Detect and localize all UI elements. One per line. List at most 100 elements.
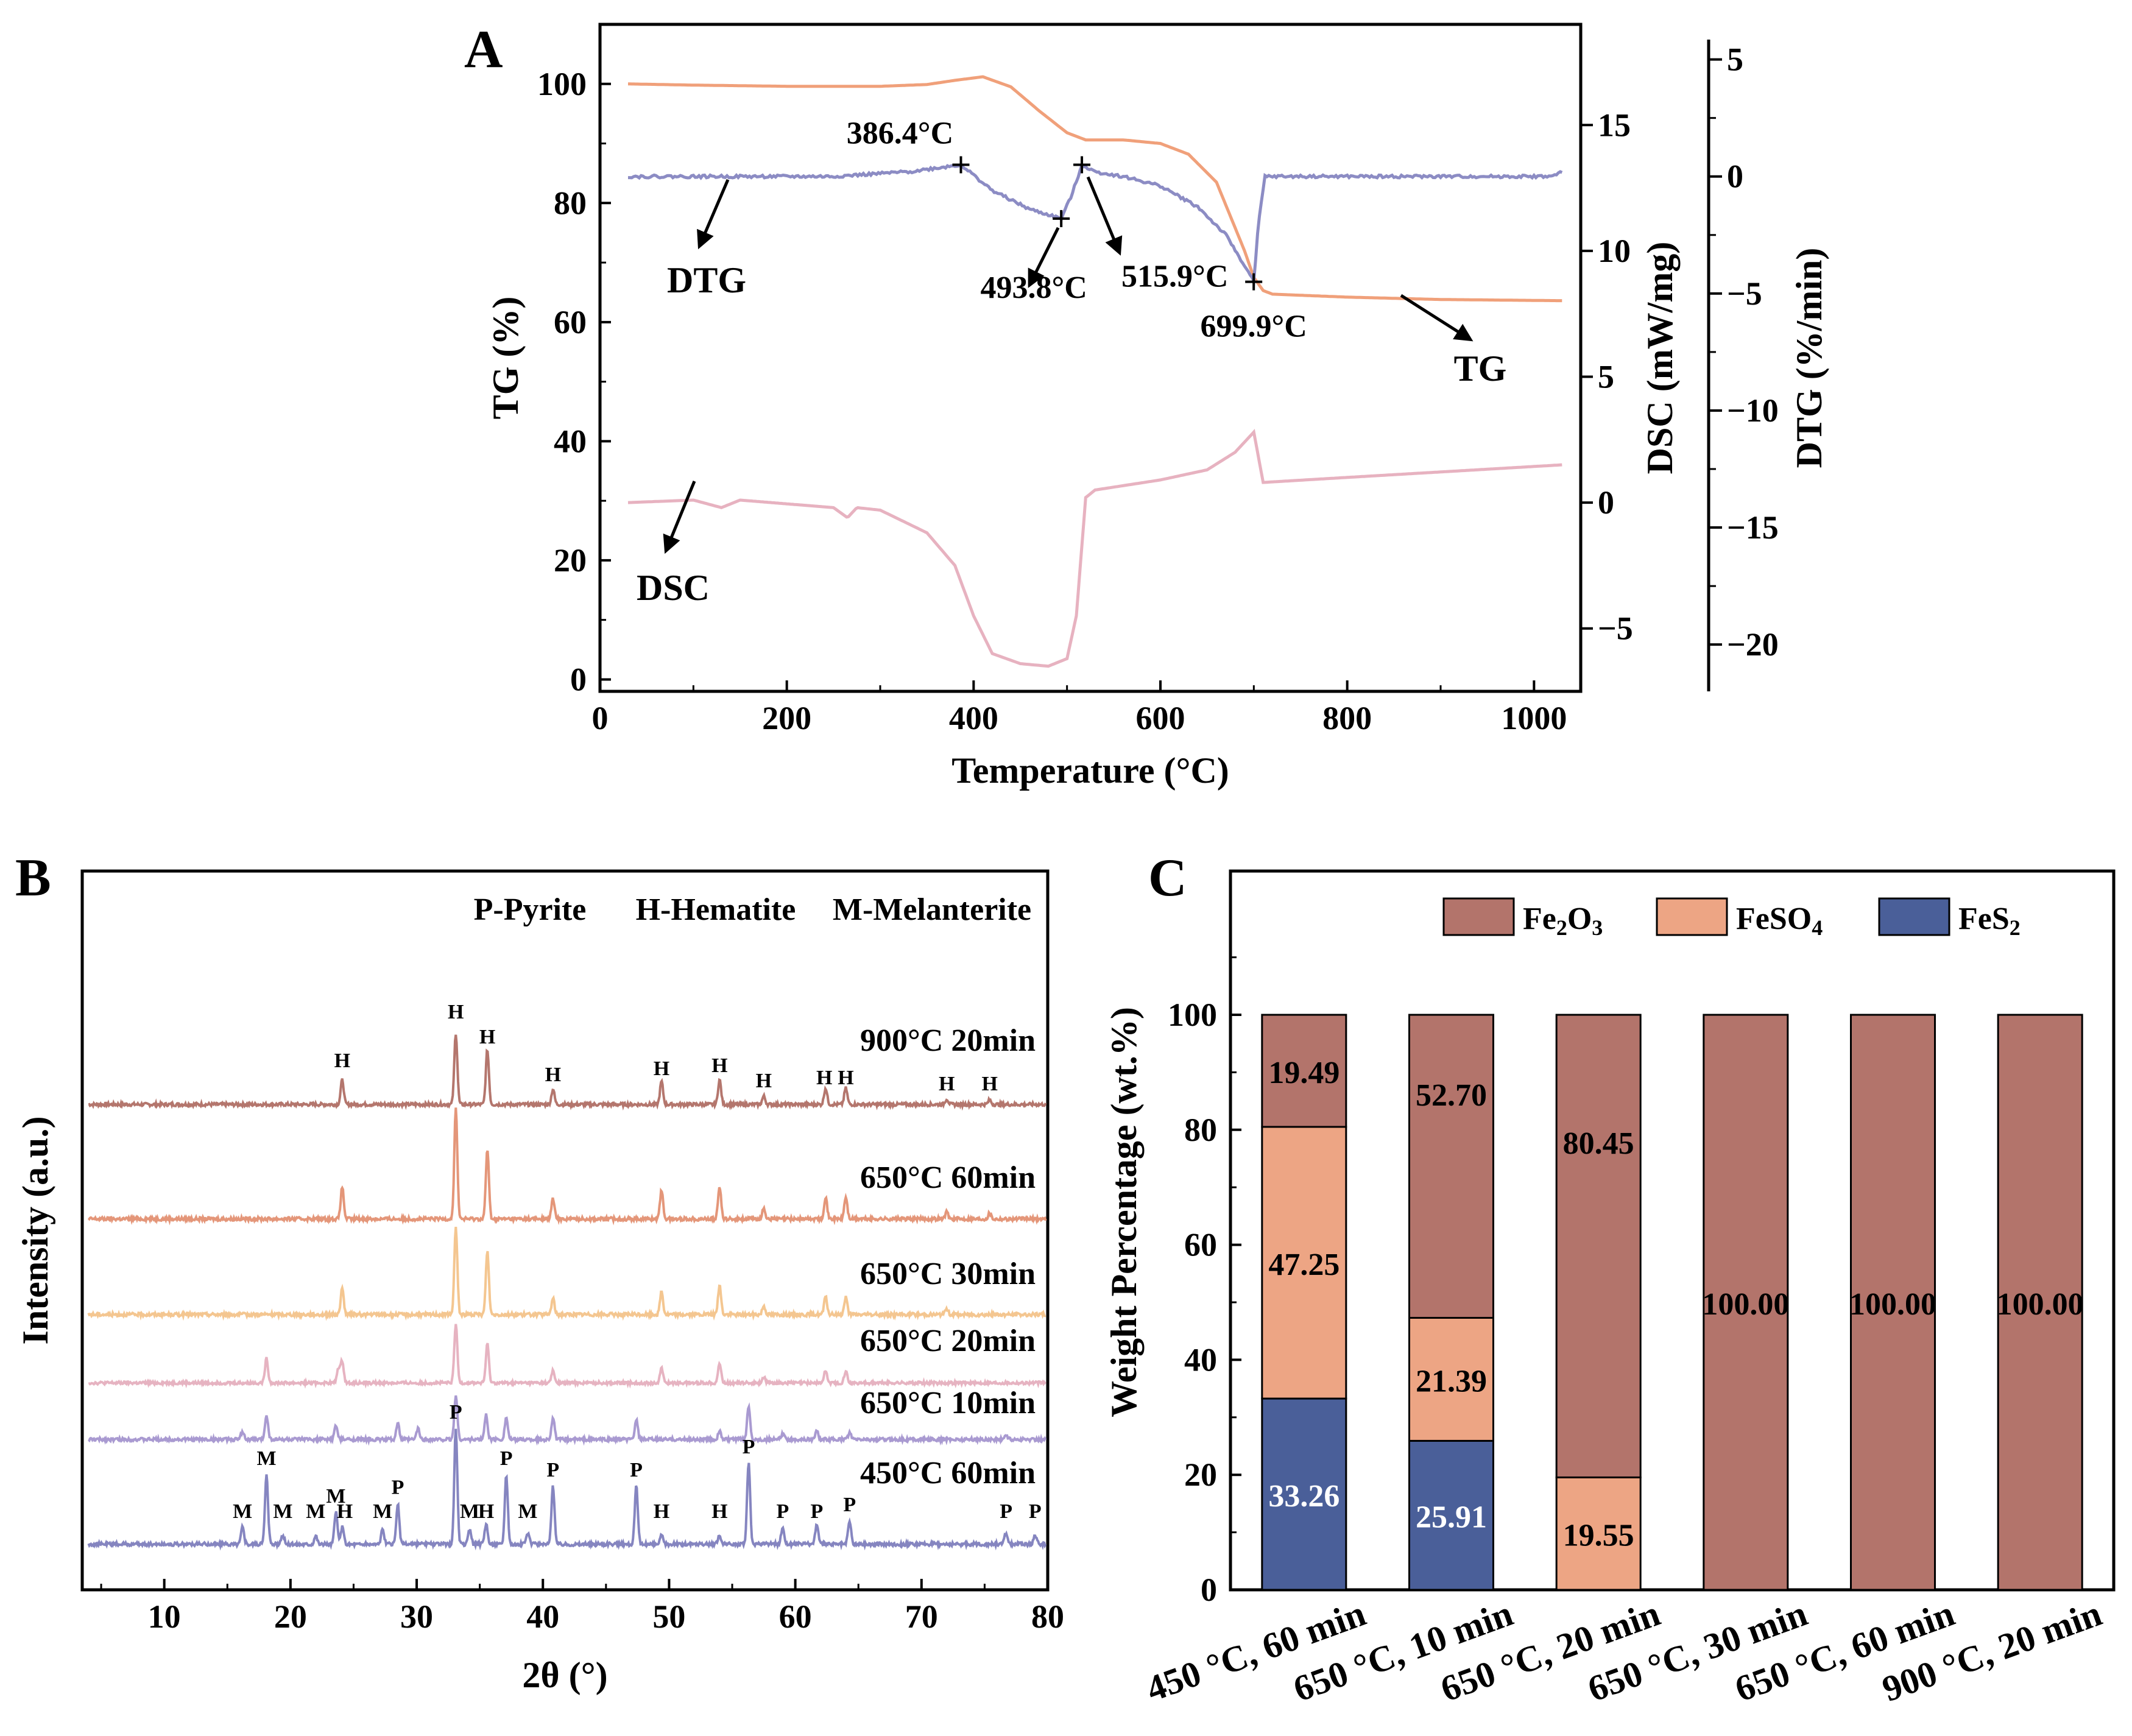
peak-letter: M <box>326 1485 345 1508</box>
bar-segment <box>1261 1014 1347 1128</box>
xrd-pattern <box>87 1226 1047 1321</box>
x-tick-label: 10 <box>148 1598 181 1635</box>
curve-label: DTG <box>667 260 746 300</box>
peak-letter: M <box>233 1500 252 1523</box>
peak-marker <box>1053 210 1070 227</box>
tg-tick-label: 40 <box>554 423 587 459</box>
xrd-pattern <box>87 1428 1047 1551</box>
legend-label: Fe2O3 <box>1523 902 1603 940</box>
bar-value-label: 47.25 <box>1268 1247 1340 1282</box>
panel-b-axes: 10 20 30 40 50 60 70 80 2θ (°) Intensity (a.u.) P-… <box>15 869 1064 1695</box>
peak-letter: M <box>518 1500 537 1523</box>
x-tick-label: 40 <box>526 1598 559 1635</box>
peak-letter: P <box>810 1500 823 1523</box>
legend-text-part: FeSO <box>1736 902 1812 936</box>
peak-letter: M <box>373 1500 392 1523</box>
bar-segment <box>1408 1014 1494 1319</box>
tg-tick-label: 100 <box>537 66 587 102</box>
panel-a-curves <box>627 75 1563 668</box>
panel-c: C 0 20 40 60 80 100 Weight Percentage (wt.%) 4 5… <box>1104 849 2116 1709</box>
dsc-tick-label: 5 <box>1598 358 1614 395</box>
xrd-pattern <box>87 1107 1047 1226</box>
tg-axis-label: TG (%) <box>485 297 526 420</box>
bar-value-label: 21.39 <box>1416 1364 1487 1399</box>
x-axis-label: Temperature (°C) <box>951 750 1229 791</box>
peak-marker <box>1073 156 1091 174</box>
peak-letter: M <box>460 1500 479 1523</box>
legend-text-part: 3 <box>1592 916 1603 940</box>
bar-segment <box>1555 1476 1642 1591</box>
peak-letter: P <box>1000 1500 1012 1523</box>
series-dsc <box>627 429 1562 668</box>
x-tick-label: 600 <box>1136 700 1185 736</box>
panel-c-bars: 33.26 47.25 19.49 25.91 21.39 52.70 19.55 80.45… <box>1261 1014 2084 1591</box>
curve-label-arrow <box>663 481 696 554</box>
peak-letter: H <box>939 1073 955 1095</box>
tg-tick-label: 80 <box>554 185 587 221</box>
x-tick-label: 30 <box>400 1598 433 1635</box>
x-tick-label: 200 <box>762 700 811 736</box>
peak-letter: H <box>711 1054 727 1077</box>
bar-value-label: 33.26 <box>1268 1479 1340 1514</box>
peak-letter: P <box>843 1494 856 1516</box>
legend-swatch <box>1656 897 1728 936</box>
tg-tick-label: 0 <box>570 661 587 697</box>
tg-tick-label: 60 <box>554 304 587 340</box>
bar-segment <box>1408 1316 1494 1442</box>
y-tick-label: 40 <box>1184 1341 1217 1378</box>
legend-text-part: 2 <box>1556 916 1567 940</box>
dsc-tick-label: −5 <box>1598 610 1633 647</box>
bar-value-label: 100.00 <box>1997 1287 2084 1322</box>
x-axis-label: 2θ (°) <box>522 1655 607 1695</box>
peak-letter: H <box>479 1026 495 1048</box>
bar-value-label: 52.70 <box>1416 1078 1487 1113</box>
y-tick-label: 100 <box>1168 997 1217 1033</box>
peak-letter: P <box>546 1459 559 1481</box>
panel-label-b: B <box>15 849 51 908</box>
dtg-axis-label: DTG (%/min) <box>1789 248 1829 468</box>
panel-b-patterns <box>87 1034 1047 1551</box>
peak-letter: P <box>500 1447 513 1470</box>
peak-letter: M <box>306 1500 325 1523</box>
dtg-tick-label: −5 <box>1727 275 1762 312</box>
x-tick-label: 800 <box>1322 700 1372 736</box>
plot-frame <box>1229 869 2116 1592</box>
phase-legend-text: H-Hematite <box>636 892 796 927</box>
peak-letter: P <box>630 1459 643 1481</box>
series-dtg <box>628 162 1563 287</box>
peak-letter: P <box>392 1477 404 1499</box>
xrd-pattern <box>88 1324 1047 1389</box>
plot-frame <box>598 23 1583 693</box>
y-tick-label: 20 <box>1184 1456 1217 1493</box>
dtg-tick-label: 5 <box>1727 41 1743 78</box>
x-tick-label: 0 <box>592 700 609 736</box>
peak-letter: H <box>448 1001 464 1023</box>
peak-letter: P <box>450 1401 462 1424</box>
bar-value-label: 100.00 <box>1702 1287 1789 1322</box>
bar-value-label: 80.45 <box>1563 1126 1634 1161</box>
peak-annotation: 699.9°C <box>1201 309 1307 344</box>
bar-value-label: 25.91 <box>1416 1500 1487 1535</box>
bar-segment <box>1997 1014 2083 1591</box>
pattern-label: 650°C 60min <box>860 1160 1036 1195</box>
legend-text-part: FeS <box>1958 902 2010 936</box>
bar-segment <box>1850 1014 1936 1591</box>
legend-swatch <box>1442 897 1515 936</box>
legend-label: FeS2 <box>1958 902 2021 940</box>
pattern-label: 900°C 20min <box>860 1023 1036 1058</box>
bar-segment <box>1703 1014 1789 1591</box>
x-tick-label: 70 <box>905 1598 938 1635</box>
peak-letter: H <box>334 1050 350 1072</box>
x-tick-label: 50 <box>652 1598 685 1635</box>
dsc-tick-label: 15 <box>1598 107 1631 143</box>
legend-text-part: O <box>1567 902 1592 936</box>
legend-text-part: 4 <box>1812 916 1823 940</box>
peak-letter: H <box>478 1500 494 1523</box>
legend-text-part: Fe <box>1523 902 1556 936</box>
bar-segment <box>1555 1014 1642 1478</box>
curve-label: DSC <box>637 568 710 608</box>
panel-label-a: A <box>464 20 503 79</box>
bar-segment <box>1261 1126 1347 1400</box>
